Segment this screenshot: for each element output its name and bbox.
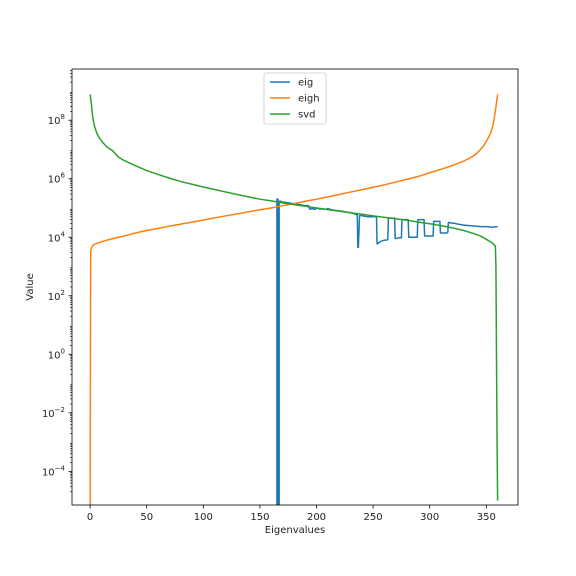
- legend-label-eigh: eigh: [298, 94, 320, 105]
- series-line-eigh: [89, 94, 499, 505]
- x-tick-label: 150: [250, 512, 269, 523]
- x-tick-label: 100: [194, 512, 213, 523]
- legend-label-eig: eig: [298, 78, 313, 89]
- series-layer: [89, 94, 499, 505]
- x-tick-label: 50: [140, 512, 153, 523]
- x-tick-label: 200: [307, 512, 326, 523]
- y-axis-title: Value: [25, 273, 36, 300]
- x-tick-label: 300: [420, 512, 439, 523]
- legend-box: [263, 72, 327, 125]
- series-line-svd: [89, 94, 499, 501]
- x-axis: 0 50 100 150 200 250 300 350: [87, 505, 496, 523]
- legend: eig eigh svd: [263, 72, 327, 125]
- x-tick-label: 350: [477, 512, 496, 523]
- x-axis-title: Eigenvalues: [265, 525, 325, 536]
- x-tick-label: 250: [364, 512, 383, 523]
- x-tick-label: 0: [87, 512, 93, 523]
- legend-label-svd: svd: [298, 110, 315, 121]
